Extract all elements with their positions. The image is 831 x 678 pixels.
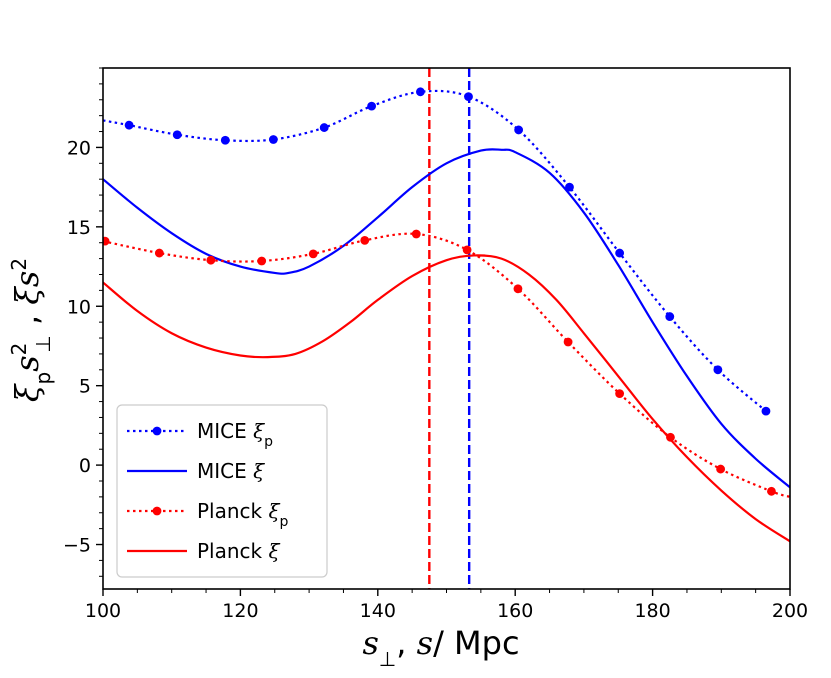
series-2-point-4 — [308, 249, 318, 259]
series-0-point-11 — [665, 312, 675, 321]
x-tick-label: 180 — [634, 600, 670, 622]
x-tick-label: 200 — [772, 600, 808, 622]
series-2-point-10 — [615, 389, 625, 399]
x-tick-label: 140 — [360, 600, 396, 622]
series-0-point-8 — [514, 125, 524, 135]
y-tick-label: 5 — [79, 376, 91, 398]
y-tick-label: 20 — [67, 137, 91, 159]
legend-entry-label: Planck ξp — [197, 499, 289, 530]
series-0-point-3 — [268, 135, 278, 144]
series-0-point-7 — [464, 92, 473, 101]
legend-entry-label: Planck ξ — [197, 539, 280, 563]
series-2-point-9 — [563, 337, 573, 347]
legend: MICE ξp MICE ξ Planck ξp Planck ξ — [116, 404, 328, 578]
y-tick-label: 10 — [67, 296, 91, 318]
series-2-point-8 — [513, 284, 523, 294]
series-line-3 — [103, 254, 790, 543]
series-0-point-12 — [713, 365, 723, 375]
legend-entry-label: MICE ξ — [197, 459, 265, 483]
series-2-point-1 — [154, 248, 164, 258]
series-0-point-6 — [415, 87, 425, 97]
series-2-point-13 — [767, 486, 776, 496]
series-line-1 — [103, 148, 790, 489]
series-2-point-5 — [360, 235, 370, 245]
series-0-point-10 — [615, 248, 625, 258]
series-2-point-12 — [716, 464, 726, 474]
legend-frame — [116, 404, 328, 578]
series-2-point-6 — [411, 229, 421, 239]
y-tick-label: 15 — [67, 217, 91, 239]
x-tick-label: 120 — [222, 600, 258, 622]
legend-entry-label: MICE ξp — [197, 419, 273, 450]
series-0-point-13 — [761, 406, 771, 416]
series-2-point-11 — [666, 432, 675, 442]
series-0-point-5 — [367, 101, 377, 111]
series-2-point-2 — [206, 255, 216, 265]
series-2-point-3 — [257, 256, 267, 266]
x-tick-label: 100 — [85, 600, 121, 622]
x-axis-label: s⊥, s/ Mpc — [362, 624, 519, 671]
series-line-0 — [103, 89, 767, 412]
series-0-point-4 — [319, 123, 329, 132]
y-axis-label: ξps2⊥ , ξs2 — [7, 258, 55, 402]
y-tick-label: 0 — [79, 455, 91, 477]
y-tick-label: −5 — [63, 535, 91, 557]
series-0-point-1 — [172, 130, 182, 140]
series-2-point-7 — [462, 245, 472, 255]
series-line-2 — [103, 232, 790, 498]
legend-marker-0 — [152, 426, 162, 436]
series-0-point-9 — [565, 182, 574, 192]
legend-marker-2 — [152, 506, 162, 516]
x-tick-label: 160 — [497, 600, 533, 622]
series-0-point-2 — [220, 135, 230, 145]
series-2-point-0 — [103, 236, 110, 246]
series-0-point-0 — [124, 120, 134, 130]
